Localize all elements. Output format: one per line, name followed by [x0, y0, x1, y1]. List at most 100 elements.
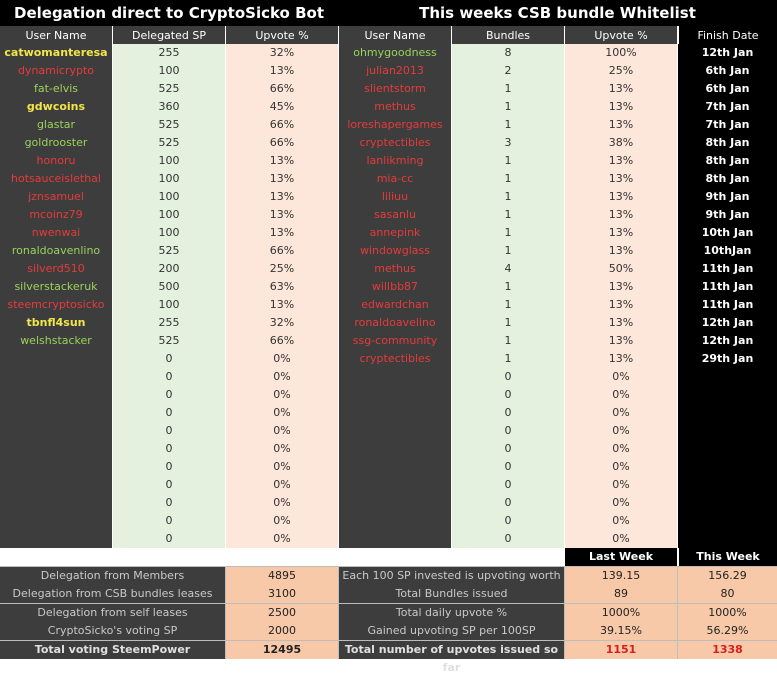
- bundle-upvote-value: 13%: [608, 316, 634, 329]
- delegation-upvote-value: 63%: [269, 280, 295, 293]
- finish-date-value: 12th Jan: [701, 334, 754, 347]
- finish-date-value: 12th Jan: [701, 316, 754, 329]
- last-week-header: Last Week: [565, 548, 677, 566]
- delegation-upvote-value: 13%: [269, 64, 295, 77]
- bundle-upvote-value: 13%: [608, 298, 634, 311]
- delegated-sp-value: 525: [158, 334, 180, 347]
- whitelist-user-name: [339, 386, 451, 404]
- summary-label: Delegation from self leases: [0, 603, 225, 622]
- whitelist-user-name: annepink: [369, 226, 421, 239]
- header-bundles: Bundles: [452, 26, 564, 44]
- delegator-name: [0, 422, 112, 440]
- finish-date-value: 10thJan: [703, 244, 752, 257]
- bundle-count-value: 0: [504, 424, 512, 437]
- delegated-sp-value: 100: [158, 154, 180, 167]
- finish-date-value: [678, 458, 777, 476]
- delegation-upvote-value: 0%: [273, 514, 291, 527]
- summary-label: Each 100 SP invested is upvoting worth: [339, 567, 564, 585]
- bundle-count-value: 1: [504, 118, 512, 131]
- summary-label: Delegation from Members: [0, 567, 225, 585]
- delegator-name: honoru: [36, 154, 76, 167]
- whitelist-user-name: methus: [374, 100, 416, 113]
- whitelist-user-name: ssg-community: [352, 334, 438, 347]
- bundle-count-value: 1: [504, 154, 512, 167]
- delegated-sp-value: 0: [165, 424, 173, 437]
- bundle-upvote-value: 38%: [608, 136, 634, 149]
- whitelist-user-name: ohmygoodness: [353, 46, 437, 59]
- delegated-sp-value: 0: [165, 442, 173, 455]
- whitelist-user-name: [339, 512, 451, 530]
- delegation-upvote-value: 0%: [273, 478, 291, 491]
- finish-date-value: [678, 476, 777, 494]
- bundle-count-value: 8: [504, 46, 512, 59]
- col-delegation-upvote: 32% 13% 66% 45% 66% 66% 13% 13% 13% 13% 13% 66% 25% 6…: [226, 44, 338, 548]
- bundle-upvote-value: 13%: [608, 244, 634, 257]
- whitelist-user-name: slientstorm: [364, 82, 426, 95]
- finish-date-value: [678, 440, 777, 458]
- bundle-upvote-value: 13%: [608, 352, 634, 365]
- delegator-name: [0, 512, 112, 530]
- finish-date-value: [678, 368, 777, 386]
- bundle-upvote-value: 13%: [608, 280, 634, 293]
- bundle-count-value: 1: [504, 316, 512, 329]
- whitelist-user-name: [339, 422, 451, 440]
- delegator-name: [0, 440, 112, 458]
- bundle-count-value: 0: [504, 460, 512, 473]
- finish-date-value: 7th Jan: [705, 100, 750, 113]
- finish-date-value: 8th Jan: [705, 172, 750, 185]
- delegated-sp-value: 0: [165, 388, 173, 401]
- finish-date-value: 6th Jan: [705, 82, 750, 95]
- delegation-banner: Delegation direct to CryptoSicko Bot: [0, 0, 338, 26]
- delegation-upvote-value: 0%: [273, 424, 291, 437]
- finish-date-value: 29th Jan: [701, 352, 754, 365]
- delegator-name: mcoinz79: [29, 208, 83, 221]
- header-upvote-pct: Upvote %: [226, 26, 338, 44]
- delegation-upvote-value: 66%: [269, 82, 295, 95]
- bundle-count-value: 1: [504, 352, 512, 365]
- bundle-count-value: 1: [504, 190, 512, 203]
- finish-date-value: 7th Jan: [705, 118, 750, 131]
- delegator-name: tbnfl4sun: [26, 316, 86, 329]
- delegator-name: glastar: [36, 118, 76, 131]
- delegator-name: [0, 350, 112, 368]
- col-finish-date: 12th Jan 6th Jan 6th Jan 7th Jan 7th Jan 8th …: [678, 44, 777, 548]
- delegator-name: [0, 368, 112, 386]
- bundle-count-value: 1: [504, 172, 512, 185]
- whitelist-user-name: liliuu: [381, 190, 409, 203]
- whitelist-user-name: [339, 458, 451, 476]
- whitelist-user-name: [339, 440, 451, 458]
- delegation-upvote-value: 13%: [269, 298, 295, 311]
- bundle-upvote-value: 13%: [608, 172, 634, 185]
- bundle-upvote-value: 0%: [612, 388, 630, 401]
- delegator-name: [0, 458, 112, 476]
- delegation-upvote-value: 13%: [269, 226, 295, 239]
- bundle-count-value: 4: [504, 262, 512, 275]
- finish-date-value: 10th Jan: [701, 226, 754, 239]
- delegation-upvote-value: 13%: [269, 154, 295, 167]
- whitelist-user-name: [339, 368, 451, 386]
- bundle-upvote-value: 13%: [608, 82, 634, 95]
- whitelist-user-name: [339, 404, 451, 422]
- bundle-upvote-value: 13%: [608, 154, 634, 167]
- summary-value: 2500: [226, 603, 338, 622]
- whitelist-user-name: willbb87: [371, 280, 419, 293]
- delegated-sp-value: 525: [158, 244, 180, 257]
- whitelist-user-name: edwardchan: [361, 298, 429, 311]
- this-week-value: 56.29%: [678, 622, 777, 641]
- summary-label: Total daily upvote %: [339, 603, 564, 622]
- bundle-upvote-value: 0%: [612, 424, 630, 437]
- whitelist-banner: This weeks CSB bundle Whitelist: [338, 0, 777, 26]
- delegated-sp-value: 100: [158, 172, 180, 185]
- summary-value: 3100: [226, 585, 338, 604]
- last-week-value: 1151: [565, 640, 677, 659]
- bundle-count-value: 0: [504, 442, 512, 455]
- bundle-count-value: 2: [504, 64, 512, 77]
- last-week-value: 89: [565, 585, 677, 604]
- summary-label: Delegation from CSB bundles leases: [0, 585, 225, 604]
- header-finish-date: Finish Date: [678, 26, 777, 44]
- finish-date-value: [678, 422, 777, 440]
- bundle-count-value: 0: [504, 478, 512, 491]
- bundle-upvote-value: 13%: [608, 226, 634, 239]
- whitelist-user-name: loreshapergames: [347, 118, 443, 131]
- delegated-sp-value: 100: [158, 64, 180, 77]
